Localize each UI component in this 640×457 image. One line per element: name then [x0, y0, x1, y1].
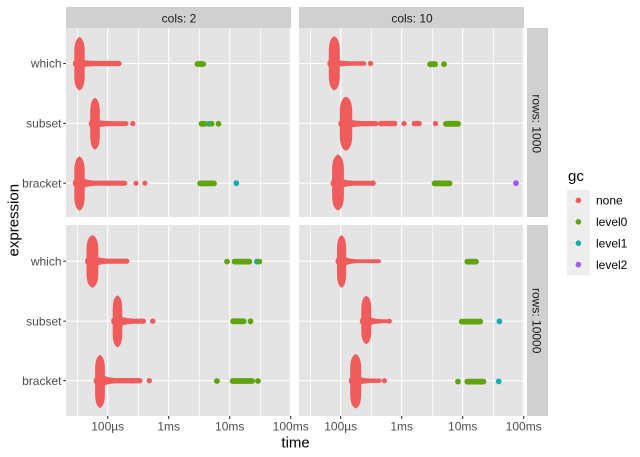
svg-text:1ms: 1ms [390, 420, 413, 434]
svg-text:level2: level2 [596, 258, 628, 272]
svg-text:which: which [30, 254, 62, 268]
svg-text:level1: level1 [596, 236, 628, 250]
svg-text:100ms: 100ms [506, 420, 542, 434]
svg-text:gc: gc [568, 168, 584, 185]
svg-text:rows: 1000: rows: 1000 [530, 94, 544, 153]
svg-text:which: which [30, 57, 62, 71]
svg-text:bracket: bracket [22, 374, 62, 388]
svg-text:1ms: 1ms [157, 420, 180, 434]
svg-text:none: none [596, 194, 623, 208]
svg-text:100µs: 100µs [91, 420, 124, 434]
svg-text:subset: subset [26, 117, 62, 131]
svg-text:rows: 10000: rows: 10000 [530, 288, 544, 354]
svg-text:10ms: 10ms [448, 420, 477, 434]
svg-text:cols: 2: cols: 2 [162, 11, 197, 25]
svg-text:10ms: 10ms [215, 420, 244, 434]
svg-text:bracket: bracket [22, 176, 62, 190]
svg-text:subset: subset [26, 314, 62, 328]
svg-text:100ms: 100ms [273, 420, 309, 434]
svg-text:expression: expression [6, 184, 23, 257]
svg-text:level0: level0 [596, 215, 628, 229]
svg-text:100µs: 100µs [324, 420, 357, 434]
svg-text:time: time [281, 435, 309, 452]
svg-text:cols: 10: cols: 10 [391, 11, 433, 25]
